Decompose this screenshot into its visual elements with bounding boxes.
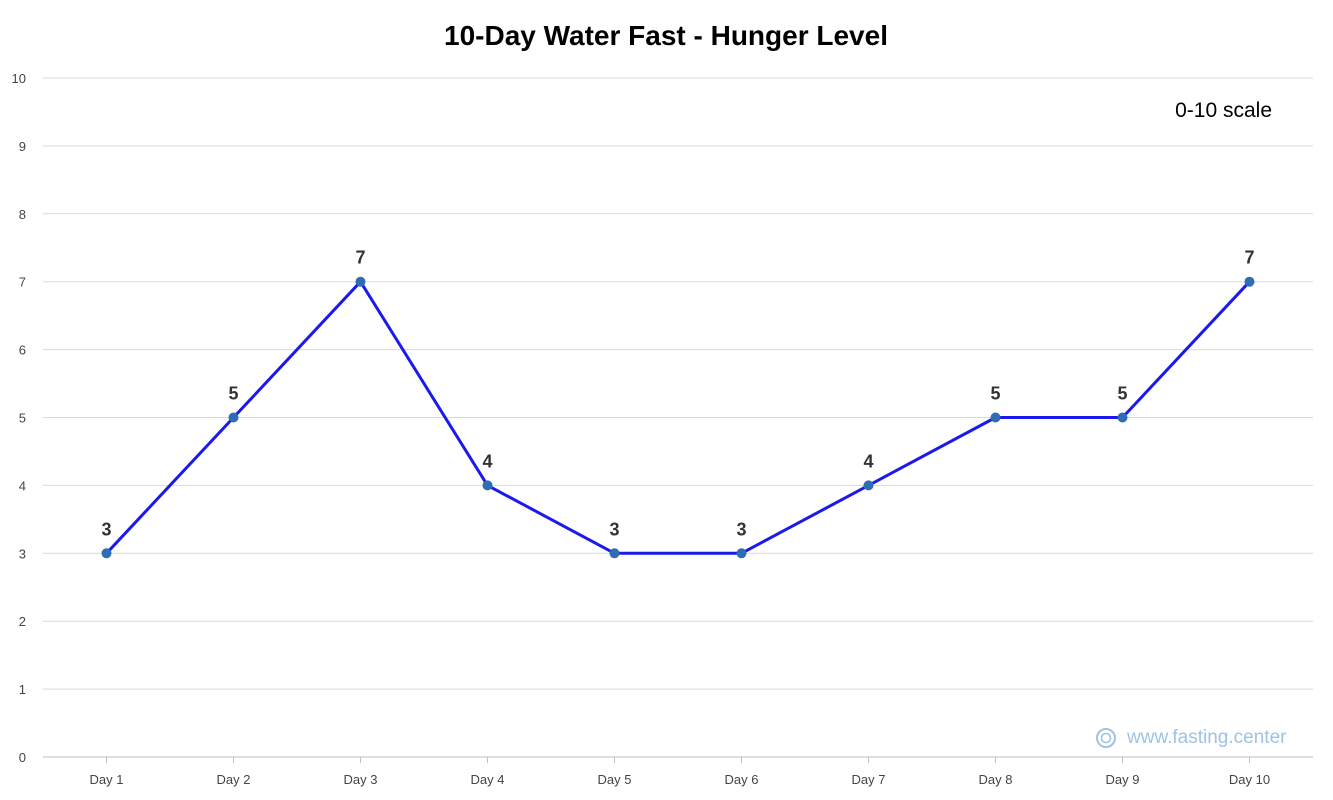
data-label: 5 xyxy=(1117,384,1127,404)
data-label: 5 xyxy=(228,384,238,404)
y-tick-label: 3 xyxy=(19,546,26,561)
y-tick-label: 5 xyxy=(19,411,26,426)
x-tick-label: Day 4 xyxy=(471,772,505,787)
data-labels: 3 5 7 4 3 3 4 5 5 7 xyxy=(101,248,1254,540)
y-tick-label: 9 xyxy=(19,139,26,154)
x-tick-label: Day 3 xyxy=(344,772,378,787)
data-point xyxy=(482,480,493,491)
data-label: 5 xyxy=(990,384,1000,404)
data-label: 4 xyxy=(482,451,492,471)
scale-annotation: 0-10 scale xyxy=(1175,99,1272,122)
y-tick-label: 0 xyxy=(19,750,26,765)
data-label: 7 xyxy=(355,248,365,268)
fasting-center-logo-icon xyxy=(1096,728,1116,748)
y-tick-label: 6 xyxy=(19,343,26,358)
data-point xyxy=(990,412,1001,423)
data-point xyxy=(228,412,239,423)
data-point xyxy=(863,480,874,491)
data-label: 4 xyxy=(863,451,873,471)
x-tick-label: Day 1 xyxy=(90,772,124,787)
y-tick-label: 4 xyxy=(19,478,26,493)
data-label: 3 xyxy=(609,519,619,539)
data-point xyxy=(736,548,747,559)
y-tick-label: 2 xyxy=(19,614,26,629)
data-label: 3 xyxy=(101,519,111,539)
x-tick-label: Day 2 xyxy=(217,772,251,787)
x-tick-label: Day 7 xyxy=(852,772,886,787)
watermark-text: www.fasting.center xyxy=(1126,727,1287,748)
data-point xyxy=(1244,276,1255,287)
x-axis-ticks: Day 1 Day 2 Day 3 Day 4 Day 5 Day 6 Day 7 Day 8… xyxy=(90,757,1270,787)
data-point xyxy=(1117,412,1128,423)
chart-title: 10-Day Water Fast - Hunger Level xyxy=(444,20,888,51)
x-tick-label: Day 10 xyxy=(1229,772,1270,787)
x-tick-label: Day 8 xyxy=(979,772,1013,787)
x-tick-label: Day 6 xyxy=(725,772,759,787)
data-label: 3 xyxy=(736,519,746,539)
series-line xyxy=(105,280,1251,555)
series xyxy=(101,276,1255,559)
y-tick-label: 7 xyxy=(19,275,26,290)
data-label: 7 xyxy=(1244,248,1254,268)
watermark: www.fasting.center xyxy=(1096,727,1287,748)
y-tick-label: 10 xyxy=(12,71,26,86)
y-axis-ticks: 0 1 2 3 4 5 6 7 8 9 10 xyxy=(12,71,26,765)
data-point xyxy=(101,548,112,559)
y-tick-label: 1 xyxy=(19,682,26,697)
data-point xyxy=(355,276,366,287)
data-point xyxy=(609,548,620,559)
x-tick-label: Day 9 xyxy=(1106,772,1140,787)
gridlines xyxy=(43,77,1313,758)
x-tick-label: Day 5 xyxy=(598,772,632,787)
y-tick-label: 8 xyxy=(19,207,26,222)
